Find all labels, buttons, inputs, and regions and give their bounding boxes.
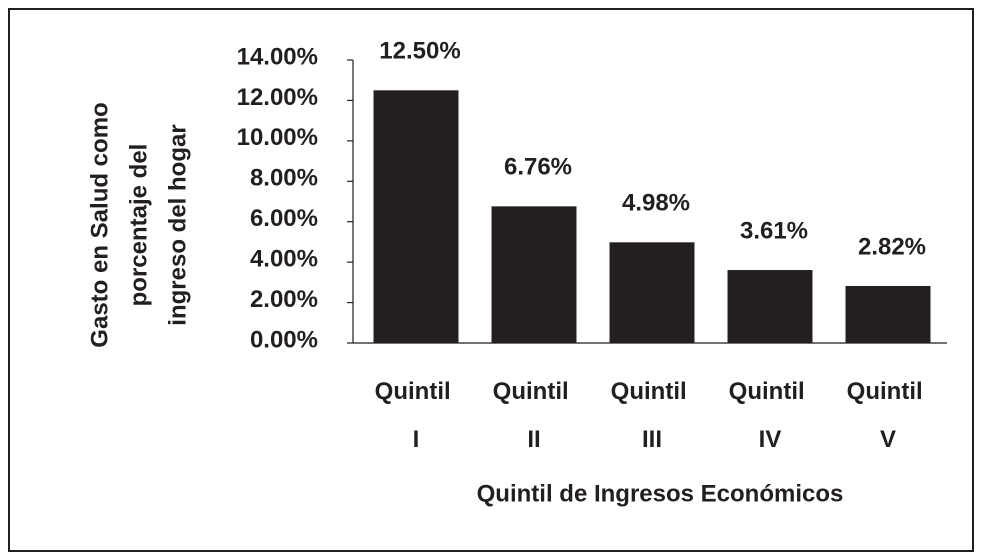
bar (845, 285, 931, 343)
value-label: 6.76% (504, 154, 572, 181)
bar (609, 242, 695, 343)
x-tick-label: Quintil III (611, 378, 694, 453)
y-tick-label: 12.00% (237, 84, 318, 111)
y-axis-title-line: porcentaje del (125, 144, 152, 307)
bar (373, 90, 459, 343)
x-tick-label-line: II (527, 426, 540, 453)
x-tick-label-line: Quintil (611, 378, 694, 405)
x-tick-label-line: III (642, 426, 662, 453)
x-tick-label: Quintil V (847, 378, 930, 453)
value-label: 12.50% (379, 38, 460, 65)
x-tick-label-line: IV (759, 426, 782, 453)
y-tick-label: 0.00% (250, 326, 318, 353)
x-tick-label-line: V (880, 426, 896, 453)
y-tick-label: 10.00% (237, 124, 318, 151)
y-tick-label: 4.00% (250, 245, 318, 272)
x-tick-label: Quintil IV (729, 378, 812, 453)
x-tick-label-line: Quintil (847, 378, 930, 405)
y-axis-title-line: Gasto en Salud como (86, 102, 113, 347)
y-tick-label: 14.00% (237, 43, 318, 70)
y-tick-label: 6.00% (250, 205, 318, 232)
y-tick-label: 2.00% (250, 286, 318, 313)
value-label: 4.98% (622, 190, 690, 217)
x-tick-label: Quintil I (375, 378, 458, 453)
y-axis-title: Gasto en Salud como porcentaje del ingreso… (86, 102, 191, 347)
bar (491, 206, 577, 343)
x-tick-label-line: I (413, 426, 420, 453)
y-tick-label: 8.00% (250, 165, 318, 192)
chart-frame (8, 8, 974, 552)
bar (727, 270, 813, 343)
value-label: 2.82% (858, 233, 926, 260)
x-axis-title: Quintil de Ingresos Económicos (477, 480, 844, 507)
x-tick-label-line: Quintil (729, 378, 812, 405)
x-tick-label-line: Quintil (375, 378, 458, 405)
x-tick-label-line: Quintil (493, 378, 576, 405)
x-tick-label: Quintil II (493, 378, 576, 453)
value-label: 3.61% (740, 217, 808, 244)
y-axis-title-line: ingreso del hogar (164, 124, 191, 325)
